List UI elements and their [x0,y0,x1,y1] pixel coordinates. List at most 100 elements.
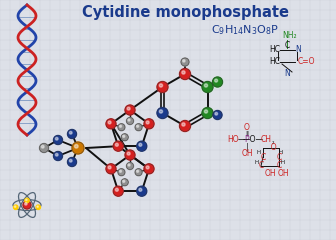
Circle shape [136,125,139,127]
Circle shape [136,170,139,172]
Circle shape [159,110,163,113]
Circle shape [179,68,191,79]
Circle shape [182,123,185,126]
Text: C: C [260,152,266,162]
Text: |: | [246,143,248,151]
Circle shape [53,136,62,144]
Text: HC: HC [269,46,281,54]
Circle shape [126,162,133,169]
Text: HC: HC [269,58,281,66]
Circle shape [118,124,125,131]
Circle shape [13,205,18,210]
Circle shape [125,105,135,115]
Circle shape [146,166,149,169]
Text: ‖: ‖ [245,130,249,136]
Circle shape [123,135,125,137]
Text: N: N [295,46,301,54]
Circle shape [139,188,142,191]
Text: C: C [284,41,290,49]
Circle shape [128,119,130,121]
Text: —O—: —O— [243,136,263,144]
Circle shape [146,121,149,124]
Circle shape [144,164,154,174]
Circle shape [108,166,111,169]
Circle shape [182,71,185,74]
Circle shape [126,118,133,125]
Text: N: N [284,68,290,78]
Text: C: C [277,162,282,170]
Circle shape [37,206,38,207]
Circle shape [70,159,72,162]
Text: OH: OH [264,168,276,178]
Text: NH₂: NH₂ [283,30,297,40]
Circle shape [137,141,147,151]
Text: O: O [244,124,250,132]
Circle shape [72,142,84,154]
Circle shape [181,58,189,66]
Circle shape [215,79,218,82]
Circle shape [25,198,29,203]
Text: C: C [277,152,282,162]
Circle shape [55,137,58,140]
Text: H: H [281,160,285,164]
Circle shape [213,110,222,120]
Text: —: — [237,136,245,144]
Text: OH: OH [277,168,289,178]
Circle shape [183,60,185,62]
Circle shape [75,144,78,148]
Circle shape [135,169,142,176]
Circle shape [179,120,191,132]
Circle shape [41,145,44,148]
Circle shape [204,110,208,113]
Circle shape [113,141,123,151]
Circle shape [118,169,125,176]
Text: C=O: C=O [298,58,316,66]
Circle shape [115,188,118,191]
Circle shape [128,164,130,166]
Text: $\mathregular{C_9H_{14}N_3O_8P}$: $\mathregular{C_9H_{14}N_3O_8P}$ [211,23,279,37]
Text: P: P [245,136,249,144]
Text: H: H [279,150,283,156]
Circle shape [202,82,213,92]
Circle shape [23,201,31,209]
Text: CH: CH [260,136,271,144]
Circle shape [135,124,142,131]
Circle shape [14,206,16,207]
Circle shape [53,151,62,161]
Circle shape [137,186,147,196]
Circle shape [204,84,208,87]
Circle shape [106,164,116,174]
Circle shape [26,199,27,201]
Circle shape [113,186,123,196]
Circle shape [119,125,122,127]
Text: Cytidine monophosphate: Cytidine monophosphate [82,6,289,20]
Text: OH: OH [241,149,253,157]
Circle shape [159,84,163,87]
Circle shape [121,179,128,186]
Circle shape [139,143,142,146]
Text: ₂: ₂ [272,140,274,145]
Circle shape [125,150,135,160]
Circle shape [212,77,222,87]
Circle shape [127,152,130,155]
Text: H: H [257,150,261,156]
Circle shape [108,121,111,124]
Text: HO: HO [227,136,239,144]
Circle shape [119,170,122,172]
Circle shape [68,130,77,138]
Circle shape [144,119,154,129]
Circle shape [36,205,40,210]
Circle shape [123,180,125,182]
Circle shape [55,153,58,156]
Circle shape [70,131,72,134]
Circle shape [106,119,116,129]
Circle shape [215,112,218,115]
Circle shape [127,107,130,110]
Circle shape [121,134,128,141]
Circle shape [68,157,77,167]
Circle shape [157,82,168,92]
Text: O: O [266,144,277,152]
Circle shape [115,143,118,146]
Text: H: H [255,160,259,164]
Circle shape [202,108,213,119]
